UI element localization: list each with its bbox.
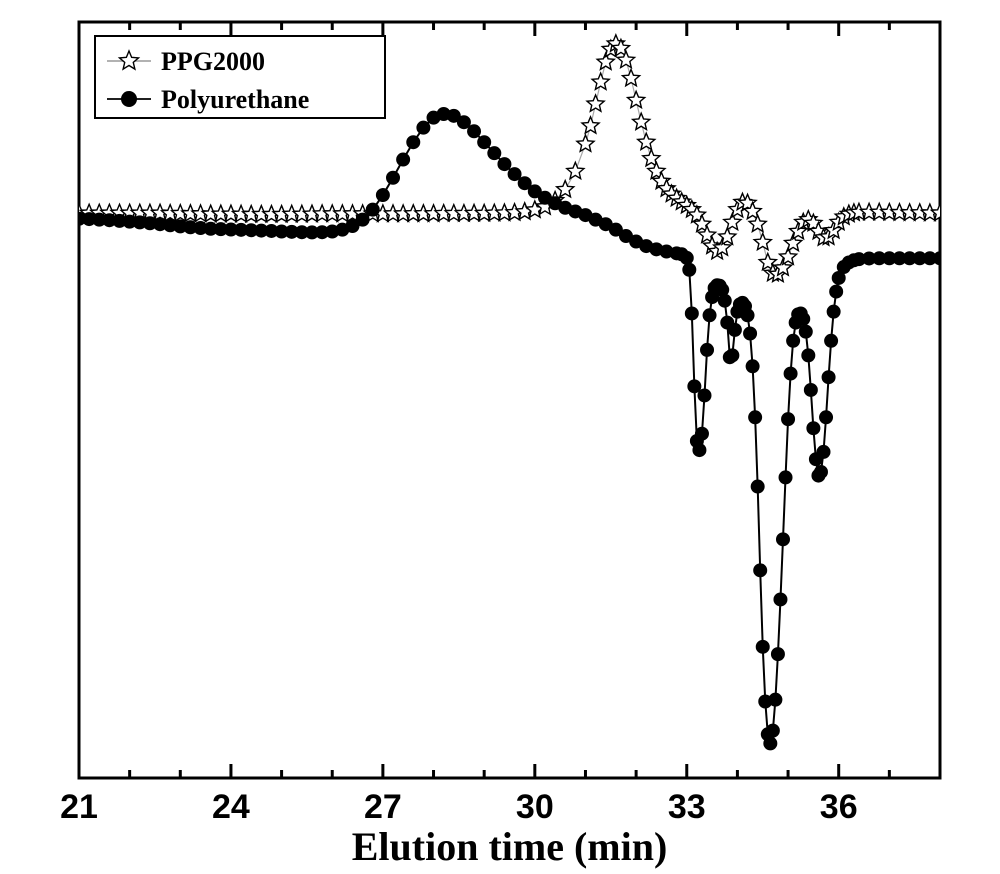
marker-circle (779, 471, 792, 484)
marker-circle (825, 334, 838, 347)
marker-circle (680, 251, 693, 264)
marker-circle (784, 367, 797, 380)
marker-circle (782, 413, 795, 426)
marker-circle (774, 593, 787, 606)
marker-circle (457, 116, 470, 129)
legend-label: PPG2000 (161, 47, 265, 76)
marker-circle (703, 309, 716, 322)
marker-circle (726, 349, 739, 362)
marker-circle (683, 263, 696, 276)
marker-circle (751, 480, 764, 493)
marker-circle (376, 189, 389, 202)
marker-circle (695, 427, 708, 440)
marker-circle (478, 136, 491, 149)
x-tick-label: 33 (668, 788, 706, 826)
marker-circle (688, 380, 701, 393)
marker-circle (397, 153, 410, 166)
marker-circle (701, 343, 714, 356)
marker-circle (488, 147, 501, 160)
marker-circle (766, 724, 779, 737)
marker-circle (804, 383, 817, 396)
legend: PPG2000 Polyurethane (95, 36, 385, 118)
marker-circle (827, 305, 840, 318)
marker-circle (764, 737, 777, 750)
marker-circle (468, 125, 481, 138)
marker-circle (802, 349, 815, 362)
legend-marker-icon (122, 92, 137, 107)
x-axis-label: Elution time (min) (352, 824, 668, 869)
marker-circle (498, 158, 511, 171)
marker-circle (820, 411, 833, 424)
marker-circle (366, 203, 379, 216)
marker-circle (417, 121, 430, 134)
x-tick-label: 27 (364, 788, 402, 826)
marker-circle (744, 327, 757, 340)
marker-circle (746, 360, 759, 373)
marker-circle (741, 309, 754, 322)
x-tick-label: 36 (820, 788, 858, 826)
x-tick-label: 21 (60, 788, 98, 826)
marker-circle (797, 312, 810, 325)
marker-circle (769, 693, 782, 706)
x-tick-label: 30 (516, 788, 554, 826)
marker-circle (807, 422, 820, 435)
marker-circle (814, 465, 827, 478)
marker-circle (830, 285, 843, 298)
marker-circle (822, 371, 835, 384)
legend-label: Polyurethane (161, 85, 309, 114)
marker-circle (407, 136, 420, 149)
marker-circle (754, 564, 767, 577)
marker-circle (771, 648, 784, 661)
marker-circle (685, 307, 698, 320)
marker-circle (817, 445, 830, 458)
marker-circle (749, 411, 762, 424)
marker-circle (728, 323, 741, 336)
marker-circle (799, 325, 812, 338)
marker-circle (356, 213, 369, 226)
marker-circle (387, 171, 400, 184)
x-tick-label: 24 (212, 788, 250, 826)
marker-circle (718, 294, 731, 307)
marker-circle (508, 168, 521, 181)
marker-circle (787, 334, 800, 347)
gpc-chart: 21 24 27 30 33 36 Elution time (min) PPG2000 Pol… (0, 0, 1000, 874)
marker-circle (698, 389, 711, 402)
marker-circle (693, 444, 706, 457)
marker-circle (776, 533, 789, 546)
marker-circle (756, 640, 769, 653)
